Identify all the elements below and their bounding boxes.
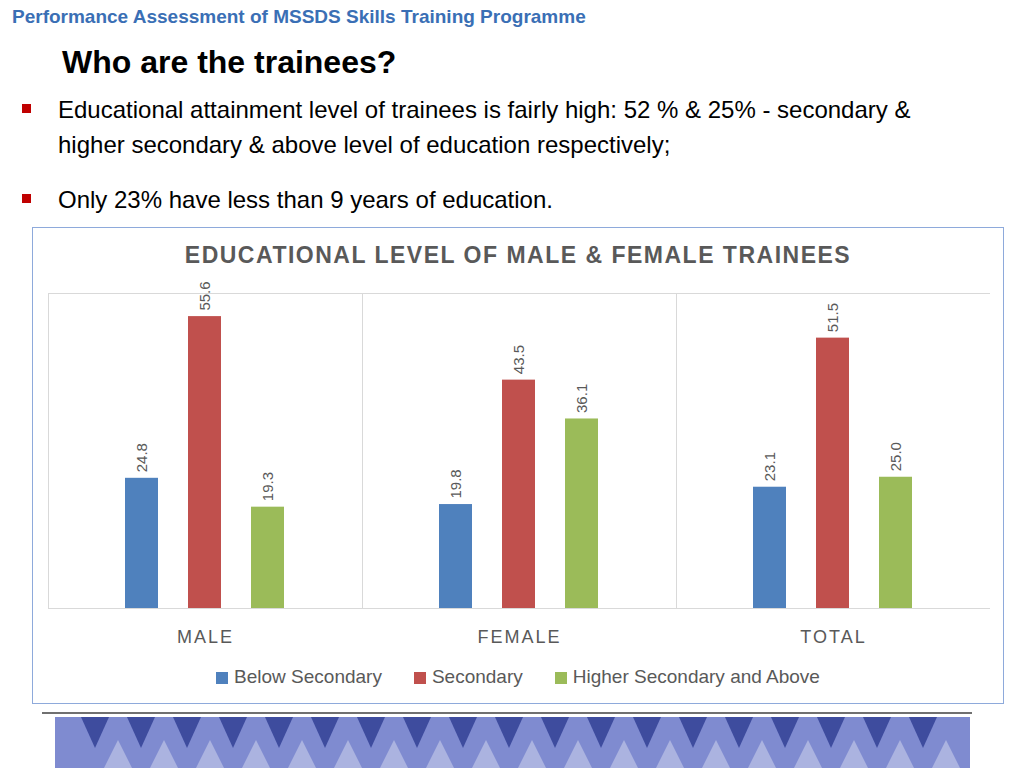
svg-text:24.8: 24.8	[133, 443, 150, 472]
svg-text:51.5: 51.5	[824, 303, 841, 332]
svg-text:43.5: 43.5	[510, 345, 527, 374]
html-text:EDUCATIONAL LEVEL OF MALE & FE: EDUCATIONAL LEVEL OF MALE & FEMALE TRAIN…	[184, 242, 852, 268]
html-text:Secondary: Secondary	[431, 666, 523, 687]
svg-text:TOTAL: TOTAL	[800, 627, 866, 647]
html-text:Higher Secondary and Above: Higher Secondary and Above	[572, 666, 820, 687]
svg-text:25.0: 25.0	[887, 442, 904, 471]
html-text:Below Secondary: Below Secondary	[234, 666, 382, 687]
html-text:Educational attainment level o: Educational attainment level of trainees…	[58, 96, 911, 158]
html-text:Performance Assessment of MSSD: Performance Assessment of MSSDS Skills T…	[12, 6, 586, 27]
svg-text:FEMALE: FEMALE	[477, 627, 561, 647]
svg-text:19.8: 19.8	[447, 469, 464, 498]
svg-text:55.6: 55.6	[196, 281, 213, 310]
svg-text:19.3: 19.3	[259, 472, 276, 501]
svg-text:23.1: 23.1	[761, 452, 778, 481]
html-text:Who are the trainees?: Who are the trainees?	[62, 44, 397, 80]
svg-text:MALE: MALE	[177, 627, 234, 647]
html-text:Only 23% have less than 9 year: Only 23% have less than 9 years of educa…	[58, 186, 553, 213]
svg-text:36.1: 36.1	[573, 384, 590, 413]
